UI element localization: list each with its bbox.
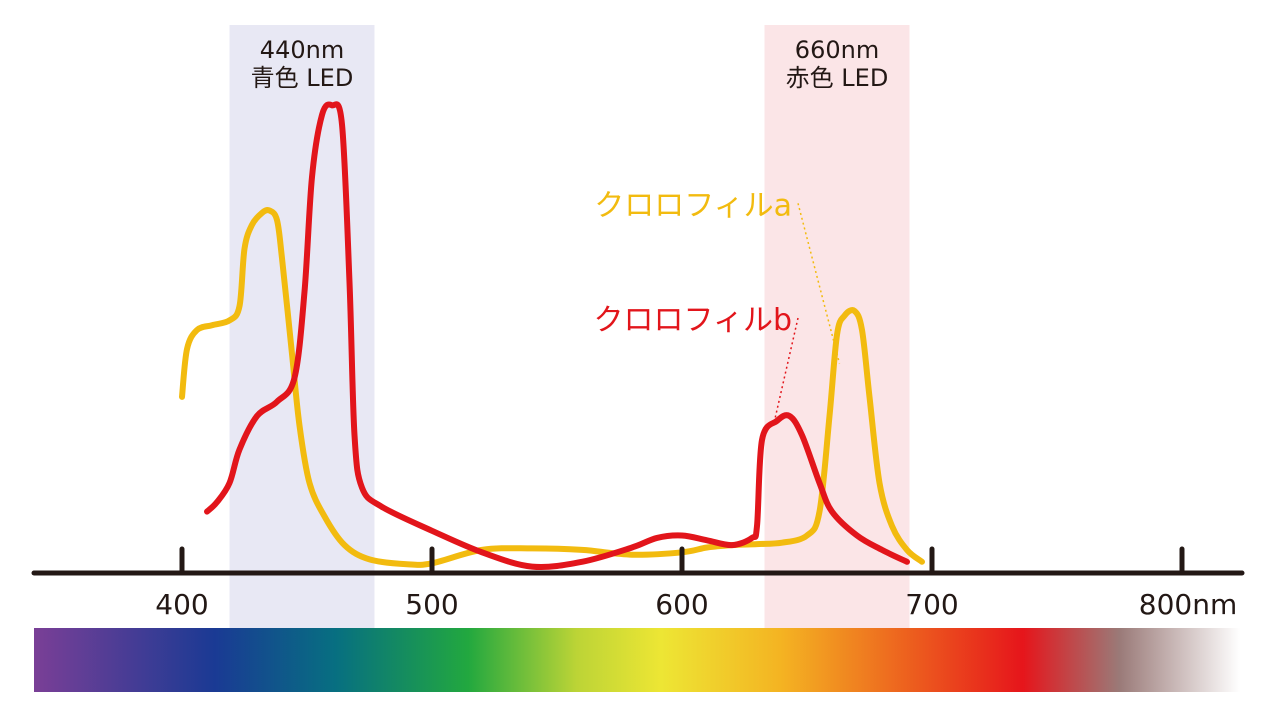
x-tick-label-400: 400 — [155, 588, 208, 621]
blue-led-wavelength-label: 440nm — [260, 36, 344, 64]
blue-led-name-label: 青色 LED — [251, 64, 354, 92]
chlorophyll-b-curve — [204, 101, 910, 570]
x-tick-label-600: 600 — [655, 588, 708, 621]
series-labels: クロロフィルa クロロフィルb — [594, 188, 841, 421]
x-tick-label-500: 500 — [405, 588, 458, 621]
red-led-wavelength-label: 660nm — [795, 36, 879, 64]
chlorophyll-a-curve — [179, 207, 925, 568]
chlorophyll-b-label: クロロフィルb — [594, 303, 792, 338]
x-tick-label-800: 800nm — [1139, 588, 1237, 621]
x-tick-label-700: 700 — [905, 588, 958, 621]
visible-spectrum-bar — [34, 628, 1240, 692]
x-axis: 400 500 600 700 800nm — [31, 546, 1245, 621]
chlorophyll-a-label: クロロフィルa — [594, 188, 792, 223]
red-led-name-label: 赤色 LED — [786, 64, 889, 92]
series-curves — [179, 101, 925, 570]
